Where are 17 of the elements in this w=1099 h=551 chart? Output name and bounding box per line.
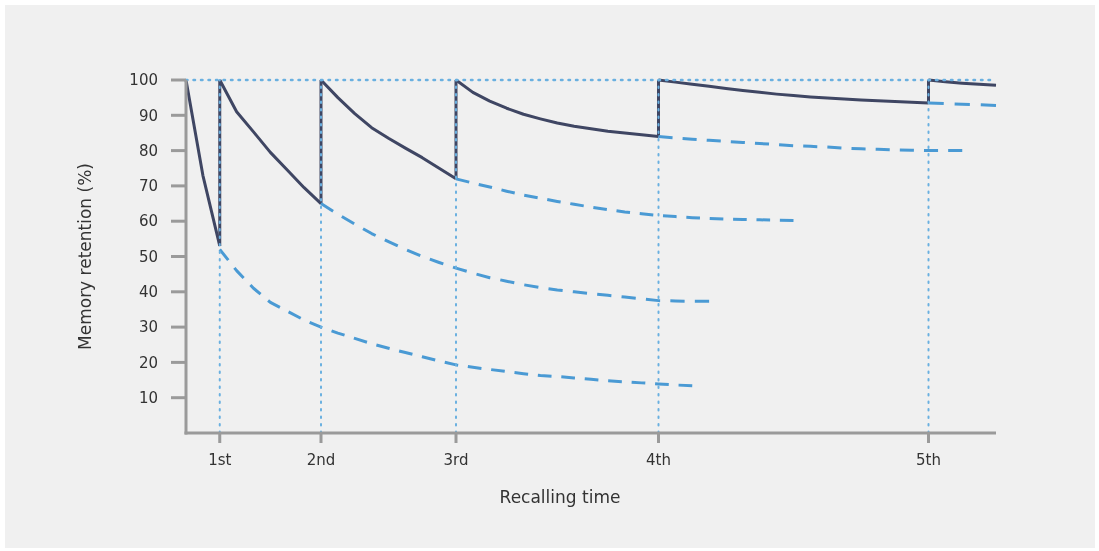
y-tick-label: 80 — [138, 141, 158, 160]
y-tick-label: 90 — [138, 106, 158, 125]
y-tick-label: 40 — [138, 283, 158, 302]
y-tick-label: 50 — [138, 247, 158, 266]
y-axis-title: Memory retention (%) — [75, 163, 95, 350]
x-axis-title: Recalling time — [499, 487, 621, 507]
y-tick-label: 30 — [138, 318, 158, 337]
y-tick-label: 10 — [138, 388, 158, 407]
x-tick-label: 1st — [208, 451, 232, 469]
x-tick-label: 5th — [916, 451, 941, 469]
y-tick-label: 70 — [138, 177, 158, 196]
x-tick-label: 4th — [646, 451, 671, 469]
y-tick-label: 60 — [138, 212, 158, 231]
x-tick-label: 2nd — [306, 451, 336, 469]
x-tick-label: 3rd — [443, 451, 469, 469]
y-tick-label: 20 — [138, 353, 158, 372]
y-tick-label: 100 — [129, 71, 158, 90]
